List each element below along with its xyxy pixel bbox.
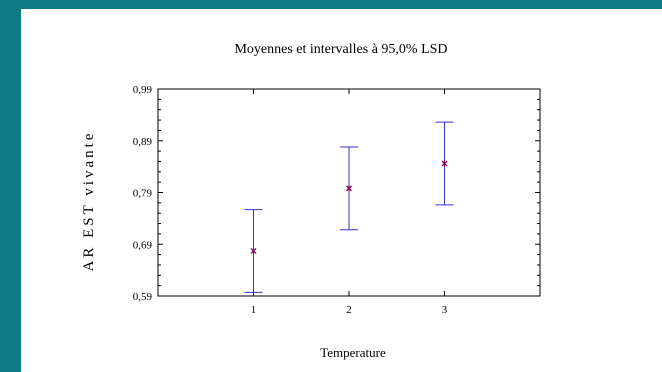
x-axis: 1 2 3 <box>251 89 448 316</box>
x-tick-label: 1 <box>251 304 257 316</box>
y-axis-label: AR EST vivante <box>81 131 97 272</box>
lsd-interval-chart: Moyennes et intervalles à 95,0% LSD 0,59… <box>81 42 541 360</box>
chart-title: Moyennes et intervalles à 95,0% LSD <box>234 42 447 57</box>
y-tick-label: 0,99 <box>133 84 153 96</box>
chart-panel: Moyennes et intervalles à 95,0% LSD 0,59… <box>21 9 662 372</box>
y-axis: 0,59 0,69 0,79 0,89 0,99 <box>133 84 540 303</box>
x-tick-label: 2 <box>346 304 352 316</box>
mean-marker <box>250 247 257 254</box>
mean-marker <box>346 185 352 192</box>
mean-marker <box>441 160 448 167</box>
y-tick-label: 0,59 <box>133 291 153 303</box>
data-marks <box>244 121 454 293</box>
x-axis-label: Temperature <box>320 345 386 360</box>
y-tick-label: 0,79 <box>133 188 153 200</box>
y-tick-label: 0,89 <box>133 136 153 148</box>
x-tick-label: 3 <box>442 304 448 316</box>
y-tick-label: 0,69 <box>133 239 153 251</box>
